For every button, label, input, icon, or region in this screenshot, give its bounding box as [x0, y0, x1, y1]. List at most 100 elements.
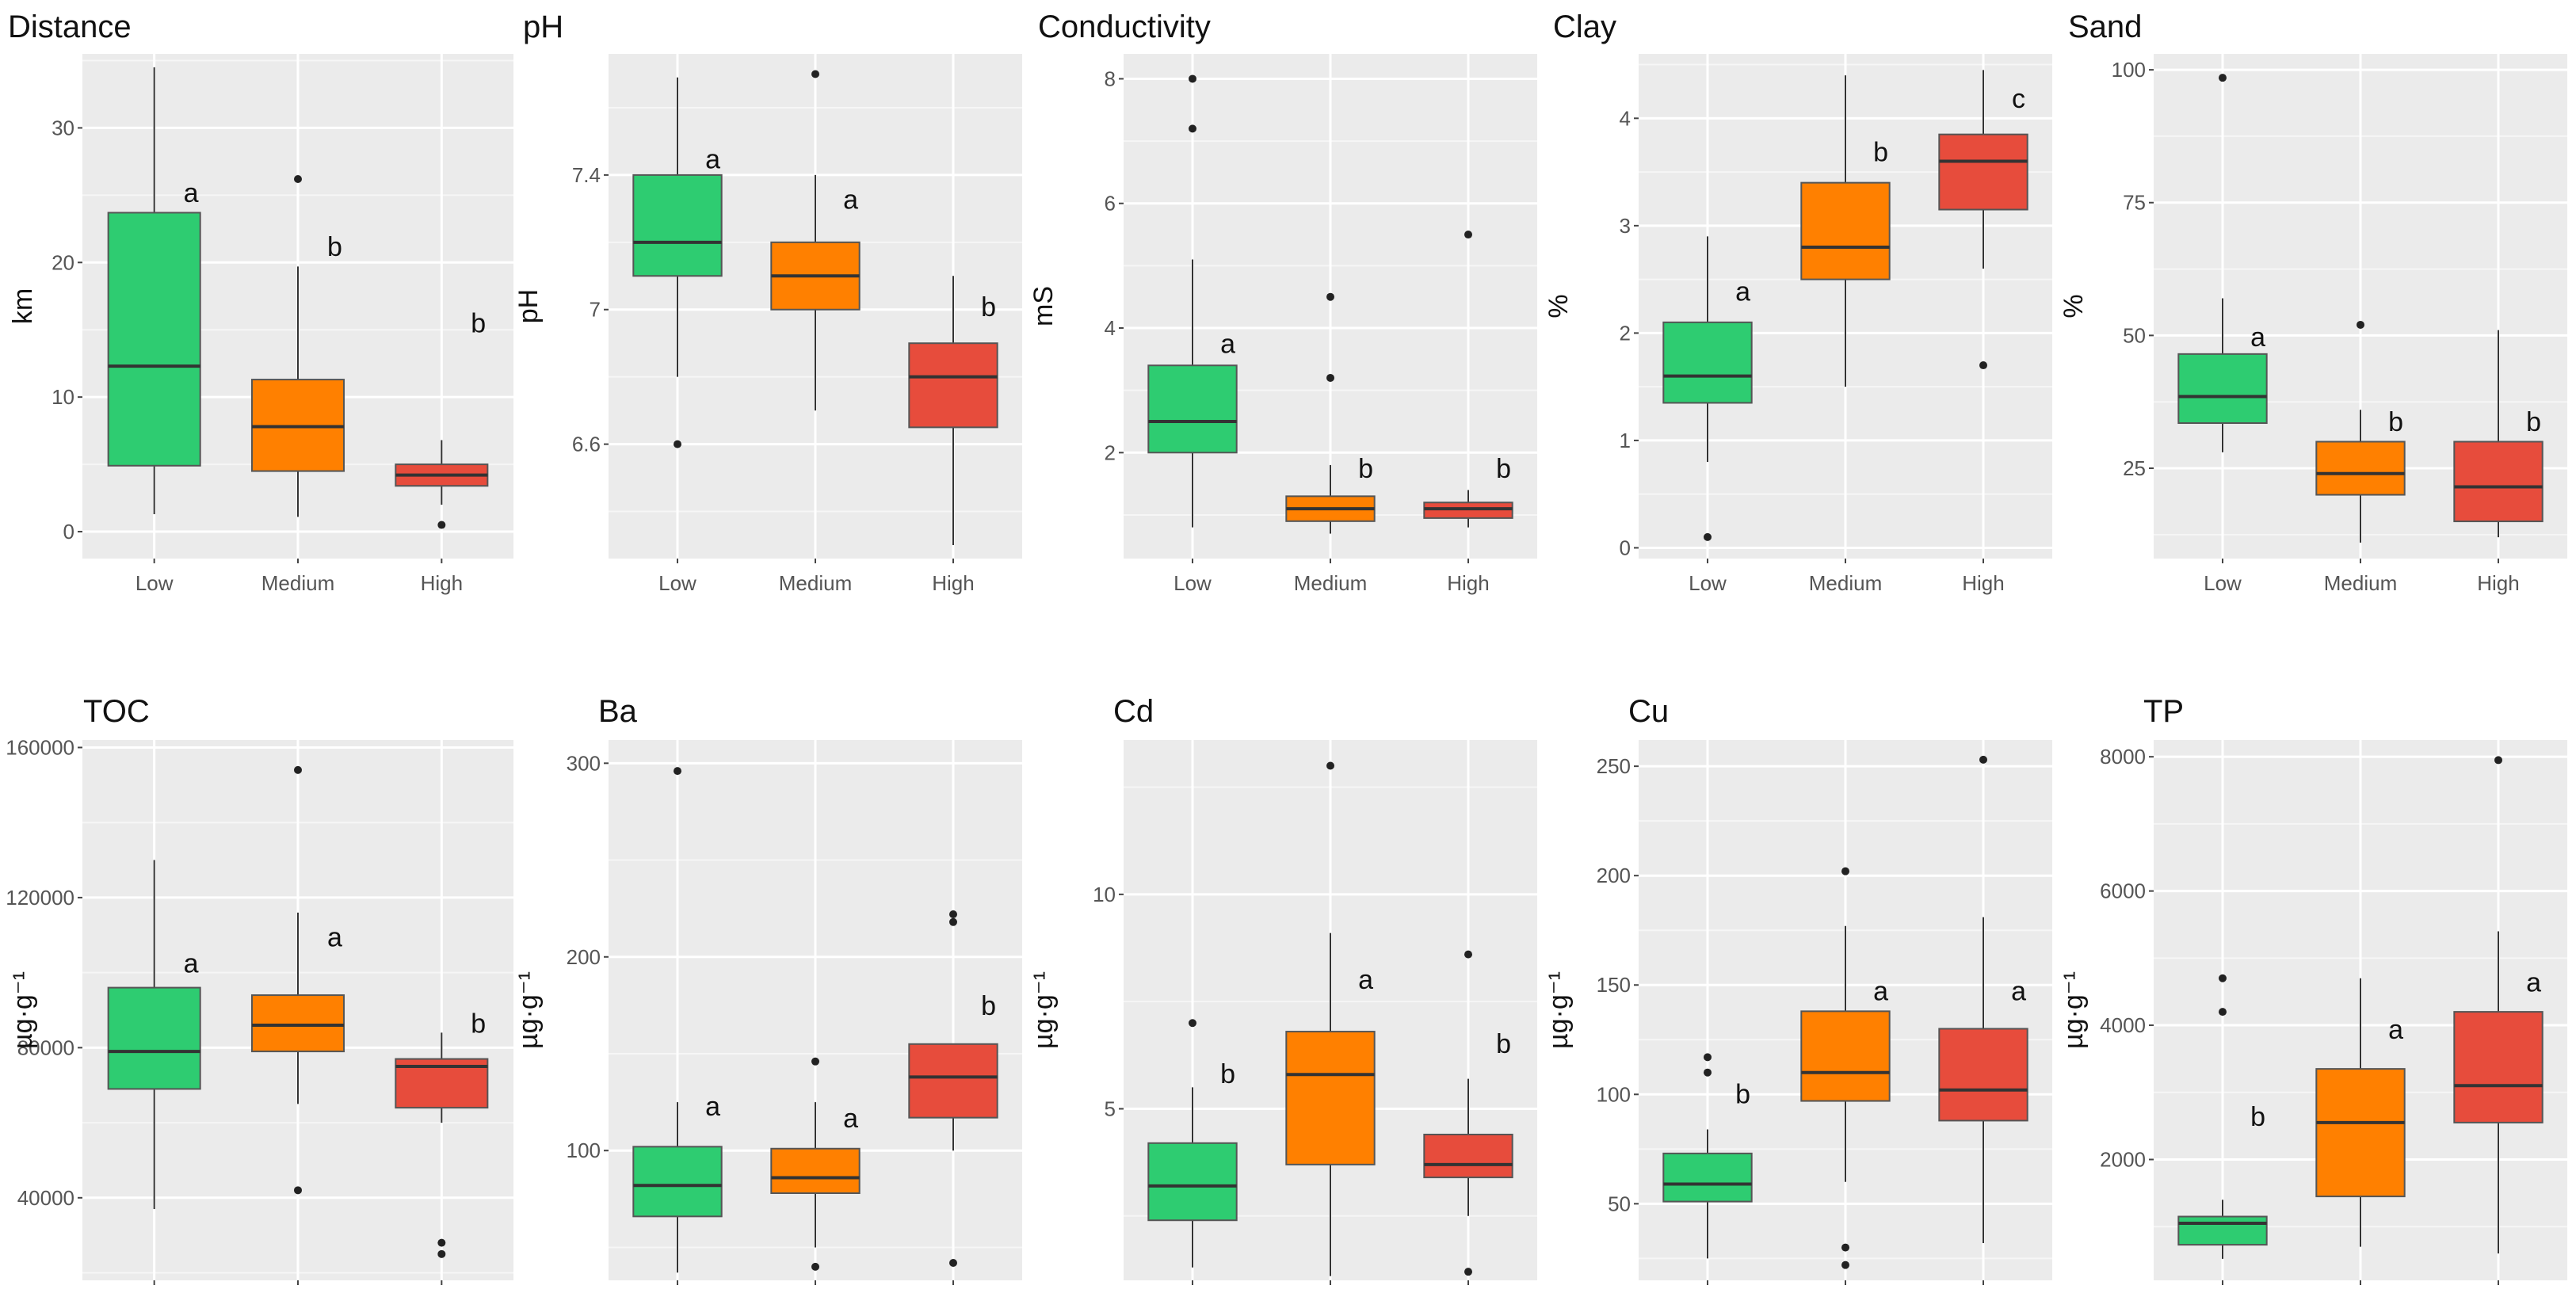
outlier-point [1189, 74, 1196, 83]
panel-conductivity: Conductivity 2 4 6 8 mS Low a Medium b High b [1030, 0, 1545, 646]
y-axis-label: % [2060, 294, 2089, 318]
box-medium [770, 1147, 861, 1194]
y-tick-label: 160000 [6, 735, 74, 759]
outlier-point [1464, 950, 1472, 959]
significance-letter: a [705, 1092, 720, 1122]
y-tick-label: 100 [2112, 58, 2146, 82]
y-tick-label: 250 [1597, 754, 1631, 778]
box-medium [1285, 1031, 1376, 1165]
y-tick-label: 0 [1620, 536, 1631, 559]
x-tick-label: Low [2204, 571, 2242, 595]
box-low [632, 1146, 723, 1218]
y-tick-label: 30 [52, 116, 74, 139]
significance-letter: b [981, 292, 996, 322]
outlier-point [1464, 1268, 1472, 1276]
outlier-point [1326, 761, 1334, 770]
box-low [2177, 353, 2268, 425]
significance-letter: a [1358, 965, 1373, 995]
box-medium [1800, 1010, 1891, 1102]
y-tick-label: 300 [567, 751, 601, 775]
y-tick-label: 7 [590, 298, 601, 322]
outlier-point [1464, 231, 1472, 239]
box-low [1147, 364, 1238, 454]
significance-letter: b [981, 991, 996, 1021]
plot-svg: 6.6 7 7.4 pH Low a Medium a High b [515, 54, 1022, 595]
significance-letter: b [2250, 1102, 2265, 1132]
y-tick-label: 6000 [2100, 879, 2146, 903]
significance-letter: a [2388, 1015, 2403, 1045]
y-tick-label: 8000 [2100, 745, 2146, 769]
y-tick-label: 25 [2123, 456, 2146, 480]
box-high [908, 342, 998, 429]
outlier-point [1189, 1019, 1196, 1028]
plot-svg: 4000080000120000160000µg·g⁻¹LowaMediumaH… [6, 735, 513, 1285]
outlier-point [294, 765, 302, 774]
outlier-point [1326, 292, 1334, 301]
plot-svg: 0 1 2 3 4% Low a Medium b High c [1545, 54, 2052, 595]
significance-letter: c [2012, 84, 2025, 114]
y-tick-label: 10 [1093, 883, 1116, 906]
box-medium [2315, 441, 2406, 496]
y-tick-label: 2000 [2100, 1148, 2146, 1172]
significance-letter: b [1496, 454, 1511, 484]
y-tick-label: 8 [1105, 67, 1116, 90]
box-medium [2315, 1068, 2406, 1198]
significance-letter: a [1220, 329, 1235, 359]
significance-letter: a [327, 922, 342, 952]
x-tick-label: High [1447, 571, 1489, 595]
y-axis-label: µg·g⁻¹ [2060, 971, 2089, 1049]
significance-letter: b [2388, 407, 2403, 437]
outlier-point [1189, 124, 1196, 133]
y-axis-label: km [8, 288, 38, 324]
y-tick-label: 50 [2123, 323, 2146, 347]
y-tick-label: 10 [52, 385, 74, 409]
outlier-point [811, 70, 819, 78]
plot-svg: 0 10 20 30 km Low a Medium b High b [8, 54, 513, 595]
y-tick-label: 150 [1597, 973, 1631, 997]
outlier-point [1326, 373, 1334, 382]
significance-letter: b [471, 309, 486, 339]
significance-letter: a [1735, 277, 1750, 307]
significance-letter: a [705, 144, 720, 174]
significance-letter: a [184, 178, 199, 208]
y-tick-label: 100 [567, 1139, 601, 1162]
y-tick-label: 5 [1105, 1097, 1116, 1120]
box-high [2453, 441, 2544, 523]
outlier-point [1704, 532, 1712, 541]
plot-svg: 25 50 75 100% Low a Medium b High b [2060, 54, 2567, 595]
outlier-point [949, 917, 957, 926]
panel-title: Sand [2068, 10, 2143, 44]
significance-letter: b [1735, 1079, 1750, 1109]
outlier-point [2219, 974, 2227, 982]
significance-letter: a [2011, 977, 2026, 1007]
significance-letter: b [1496, 1029, 1511, 1059]
outlier-point [949, 1259, 957, 1267]
y-tick-label: 200 [1597, 864, 1631, 887]
panel-distance: Distance 0 10 20 30 km Low a Medium b High b [0, 0, 515, 646]
y-tick-label: 6.6 [572, 433, 601, 456]
x-tick-label: High [2477, 571, 2519, 595]
box-low [2177, 1215, 2268, 1246]
y-axis-label: µg·g⁻¹ [8, 971, 38, 1049]
y-tick-label: 1 [1620, 429, 1631, 452]
box-medium [250, 994, 345, 1053]
box-medium [1800, 181, 1891, 280]
panel-title: TOC [83, 694, 150, 729]
outlier-point [674, 767, 681, 776]
significance-letter: a [843, 185, 858, 215]
box-high [1938, 133, 2028, 211]
panel-title: Ba [598, 694, 637, 729]
x-tick-label: Low [1689, 571, 1727, 595]
x-tick-label: High [932, 571, 974, 595]
y-tick-label: 7.4 [572, 163, 601, 187]
panel-title: Cd [1113, 694, 1154, 729]
x-tick-label: Medium [1294, 571, 1367, 595]
y-tick-label: 2 [1620, 321, 1631, 345]
y-axis-label: µg·g⁻¹ [1030, 971, 1059, 1049]
box-low [1662, 321, 1753, 404]
outlier-point [2219, 1008, 2227, 1016]
outlier-point [2357, 320, 2364, 329]
